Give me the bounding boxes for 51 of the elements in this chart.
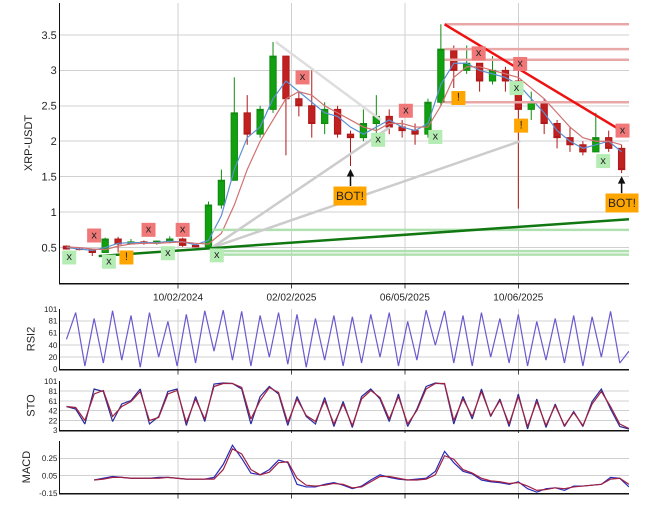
annotation: x	[106, 255, 112, 268]
y-tick-label: 0.05	[42, 471, 58, 480]
annotation: x	[514, 82, 520, 94]
annotation: x	[300, 71, 306, 84]
y-tick-label: 0	[52, 364, 58, 374]
y-tick-label: 42	[48, 406, 58, 416]
annotation: x	[180, 224, 186, 236]
x-tick-label: 10/02/2024	[153, 292, 204, 304]
y-axis-title: STO	[26, 394, 38, 417]
annotation: x	[476, 47, 482, 60]
y-tick-label: 2	[50, 136, 57, 148]
y-axis-title: MACD	[20, 450, 33, 484]
annotation: x	[66, 251, 72, 264]
annotation: x	[375, 134, 382, 146]
annotation: x	[403, 104, 410, 116]
annotation: x	[517, 58, 524, 70]
annotation: x	[432, 130, 439, 143]
annotation: x	[146, 224, 152, 236]
y-tick-label: 40	[48, 341, 58, 350]
y-tick-label: 101	[44, 304, 58, 314]
annotation: x	[91, 229, 98, 242]
y-tick-label: 3.5	[42, 30, 57, 42]
annotation: x	[600, 154, 606, 167]
annotation: x	[165, 246, 172, 259]
y-tick-label: 1	[50, 206, 57, 219]
annotation: !	[520, 119, 523, 132]
y-tick-label: 22	[48, 416, 58, 426]
annotation: !	[456, 92, 460, 104]
y-tick-label: 61	[48, 396, 58, 406]
x-tick-label: 06/05/2025	[380, 292, 430, 304]
x-tick-label: 10/06/2025	[493, 292, 544, 304]
y-tick-label: 0.25	[42, 454, 58, 464]
y-tick-label: 3	[52, 426, 58, 435]
y-tick-label: 3	[50, 65, 57, 78]
y-tick-label: 101	[44, 376, 58, 386]
y-tick-label: 2.5	[42, 100, 57, 113]
y-tick-label: 0.5	[42, 242, 57, 254]
y-tick-label: 81	[48, 316, 58, 326]
annotation: x	[214, 249, 220, 262]
annotation: !	[124, 251, 128, 264]
y-tick-label: 20	[48, 352, 58, 362]
y-axis-title: XRP-USDT	[23, 114, 36, 172]
annotation: BOT!	[608, 196, 636, 210]
y-tick-label: 81	[48, 386, 58, 396]
annotation: BOT!	[336, 189, 364, 203]
x-tick-label: 02/02/2025	[266, 292, 317, 304]
y-tick-label: -0.15	[39, 488, 58, 498]
annotation: x	[620, 124, 626, 136]
y-tick-label: 1.5	[42, 172, 57, 184]
y-tick-label: 61	[48, 328, 58, 338]
y-axis-title: RSI2	[26, 326, 38, 352]
